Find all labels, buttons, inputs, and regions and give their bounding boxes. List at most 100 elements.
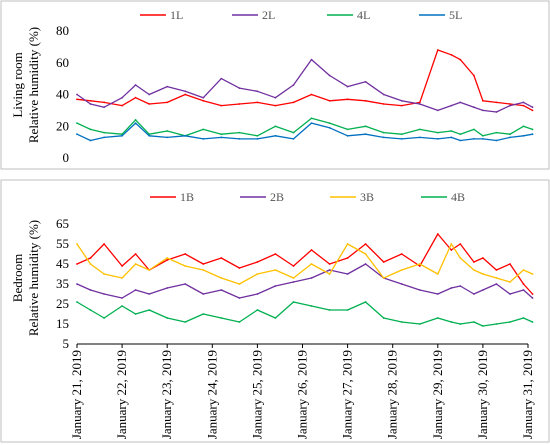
living-room-data-point-5L [202,138,205,140]
living-room-data-point-4L [89,128,92,131]
bedroom-data-point-3B [509,281,511,283]
bedroom-data-point-3B [450,243,453,245]
living-room-data-point-5L [310,122,313,124]
living-room-data-point-5L [89,139,92,142]
living-room-legend-label: 4L [357,8,370,22]
bedroom-data-point-1B [364,243,367,245]
bedroom-data-point-4B [202,313,205,315]
living-room-data-point-4L [531,128,534,131]
living-room-data-point-2L [418,103,421,105]
bedroom-data-point-3B [473,269,475,271]
bedroom-x-date-label: January 28, 2019 [385,350,400,439]
bedroom-data-point-4B [450,321,453,323]
living-room-data-point-2L [436,109,439,112]
living-room-data-point-4L [450,130,453,132]
bedroom-data-point-2B [459,285,462,287]
living-room-data-point-4L [274,125,277,128]
bedroom-data-point-4B [418,323,421,325]
living-room-data-point-1L [509,103,511,105]
living-room-data-point-1L [256,101,259,104]
living-room-data-point-4L [473,128,475,131]
bedroom-legend: 1B 2B 3B 4B [150,190,465,204]
bedroom-data-point-4B [509,321,511,323]
living-room-y-tick-label: 0 [63,150,70,165]
bedroom-data-point-1B [166,259,169,261]
bedroom-data-point-2B [509,293,511,295]
living-room-data-point-2L [76,93,78,96]
living-room-data-point-2L [482,109,484,112]
bedroom-data-point-4B [166,317,169,319]
living-room-data-point-5L [292,138,295,140]
bedroom-data-point-3B [482,273,484,275]
bedroom-data-point-4B [436,317,439,319]
living-room-chart: 1L 2L 4L 5L Living room Relative humidity (… [0,0,550,170]
living-room-y-tick-label: 40 [56,87,69,102]
bedroom-data-point-3B [103,273,105,275]
living-room-data-point-4L [382,131,385,134]
living-room-data-point-1L [202,99,205,102]
bedroom-legend-label: 2B [270,190,284,204]
bedroom-data-point-2B [482,289,484,291]
bedroom-x-date-label: January 26, 2019 [295,350,310,439]
living-room-data-point-1L [459,58,462,61]
living-room-data-point-2L [310,58,313,61]
bedroom-data-point-1B [76,263,78,265]
bedroom-data-point-2B [166,287,169,289]
living-room-legend-label: 2L [262,8,275,22]
living-room-data-point-4L [202,128,205,131]
bedroom-x-date-label: January 29, 2019 [430,350,445,439]
living-room-data-point-2L [531,106,534,109]
living-room-data-point-4L [459,133,462,136]
bedroom-data-point-1B [382,261,385,263]
living-room-data-point-5L [531,133,534,136]
living-room-data-point-4L [134,119,137,121]
bedroom-data-point-3B [184,265,187,267]
living-room-data-point-5L [382,136,385,139]
living-room-data-point-4L [418,128,421,131]
living-room-data-point-1L [400,104,403,107]
bedroom-data-point-3B [121,277,123,279]
bedroom-data-point-3B [292,277,295,279]
bedroom-data-point-2B [103,293,105,295]
living-room-data-point-5L [509,136,511,139]
living-room-data-point-1L [89,99,92,102]
bedroom-data-point-4B [220,317,223,319]
bedroom-data-point-1B [310,249,313,251]
bedroom-series [76,233,534,327]
bedroom-data-point-3B [148,269,151,271]
living-room-data-point-2L [166,85,169,88]
living-room-data-point-1L [450,53,453,56]
bedroom-data-point-3B [328,273,331,275]
living-room-y-tick-label: 60 [56,55,69,70]
living-room-data-point-1L [292,101,295,104]
bedroom-data-point-4B [400,321,403,323]
living-room-data-point-5L [364,133,367,136]
living-room-data-point-5L [148,134,151,137]
living-room-data-point-4L [400,133,403,136]
living-room-data-point-5L [274,134,277,137]
bedroom-data-point-2B [220,289,223,291]
living-room-series-line-2L [76,58,533,113]
bedroom-data-point-1B [495,269,498,271]
living-room-data-point-1L [148,103,151,105]
bedroom-data-point-4B [121,305,123,307]
bedroom-series-line-3B [76,243,533,285]
bedroom-data-point-4B [522,317,525,319]
bedroom-data-point-1B [473,261,475,263]
bedroom-data-point-4B [148,309,151,311]
living-room-data-point-1L [382,103,385,105]
living-room-data-point-5L [328,126,331,129]
living-room-data-point-4L [103,131,105,134]
living-room-data-point-2L [220,77,223,80]
bedroom-y-tick-label: 55 [56,236,69,251]
bedroom-data-point-1B [459,243,462,245]
living-room-data-point-5L [121,134,123,137]
bedroom-data-point-1B [256,261,259,263]
bedroom-data-point-3B [459,257,462,259]
bedroom-data-point-4B [76,301,78,303]
living-room-data-point-2L [382,93,385,96]
living-room-data-point-4L [166,130,169,132]
living-room-data-point-2L [89,103,92,105]
living-room-data-point-5L [166,136,169,139]
living-room-data-point-5L [238,138,241,140]
